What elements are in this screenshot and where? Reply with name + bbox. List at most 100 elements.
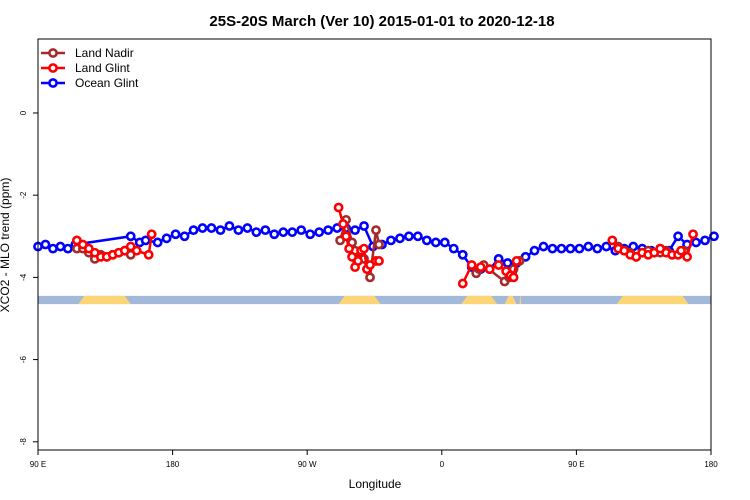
- data-point-ocean-glint: [457, 249, 468, 260]
- land-segment-0: [78, 295, 131, 305]
- data-point-ocean-glint: [403, 231, 414, 242]
- data-point-ocean-glint: [170, 229, 181, 240]
- data-point-ocean-glint: [251, 227, 262, 238]
- data-point-ocean-glint: [206, 223, 217, 233]
- data-point-ocean-glint: [395, 233, 405, 244]
- data-point-ocean-glint: [412, 231, 423, 242]
- data-point-ocean-glint: [140, 235, 151, 246]
- data-point-ocean-glint: [547, 243, 558, 254]
- legend-label-land-glint: Land Glint: [75, 61, 130, 75]
- data-point-ocean-glint: [215, 225, 226, 236]
- land-segment-3: [504, 295, 517, 305]
- y-tick-label: -2: [19, 191, 28, 199]
- x-tick-label: 180: [166, 460, 180, 469]
- data-point-land-glint: [493, 260, 504, 270]
- data-point-ocean-glint: [592, 243, 603, 254]
- y-axis-label: XCO2 - MLO trend (ppm): [0, 178, 12, 313]
- legend-marker-land-nadir: [48, 48, 58, 58]
- data-point-land-glint: [353, 256, 363, 266]
- data-point-ocean-glint: [574, 243, 585, 254]
- data-point-ocean-glint: [125, 231, 136, 242]
- y-tick-label: 0: [19, 110, 28, 115]
- data-point-ocean-glint: [583, 241, 594, 252]
- data-point-ocean-glint: [691, 237, 701, 248]
- data-point-ocean-glint: [63, 243, 73, 254]
- data-point-ocean-glint: [700, 235, 710, 246]
- land-segment-1: [338, 295, 381, 305]
- x-tick-label: 90 E: [568, 460, 584, 469]
- x-axis: 90 E 180 90 W 0 90 E 180: [30, 450, 718, 469]
- data-point-ocean-glint: [350, 225, 360, 236]
- data-point-land-glint: [676, 245, 686, 256]
- data-point-land-glint: [607, 235, 618, 246]
- land-segment-2: [461, 295, 498, 305]
- series-layer: [33, 202, 719, 289]
- data-point-ocean-glint: [296, 225, 307, 236]
- legend-marker-land-glint: [48, 63, 58, 73]
- data-point-land-glint: [466, 260, 477, 270]
- data-point-ocean-glint: [323, 225, 334, 236]
- plot-frame: [37, 38, 712, 451]
- data-point-ocean-glint: [430, 237, 441, 248]
- data-point-ocean-glint: [40, 239, 51, 250]
- legend-label-land-nadir: Land Nadir: [75, 46, 134, 60]
- data-point-ocean-glint: [386, 235, 396, 246]
- data-point-land-glint: [508, 272, 519, 283]
- data-point-ocean-glint: [448, 243, 459, 254]
- data-point-land-glint: [146, 229, 157, 240]
- data-point-land-glint: [511, 256, 522, 266]
- data-point-ocean-glint: [260, 225, 271, 236]
- data-point-land-glint: [143, 249, 154, 260]
- data-point-ocean-glint: [421, 235, 432, 246]
- data-point-ocean-glint: [709, 231, 719, 242]
- data-point-ocean-glint: [314, 227, 325, 238]
- data-point-land-glint: [344, 243, 354, 254]
- data-point-land-glint: [682, 251, 692, 262]
- data-point-ocean-glint: [197, 223, 208, 233]
- legend-label-ocean-glint: Ocean Glint: [75, 76, 139, 90]
- data-point-land-glint: [359, 243, 369, 254]
- data-point-land-glint: [688, 229, 698, 240]
- data-point-ocean-glint: [179, 231, 190, 242]
- data-point-ocean-glint: [359, 221, 369, 231]
- data-point-land-glint: [484, 264, 495, 275]
- series-land-glint: [71, 202, 698, 289]
- data-point-ocean-glint: [565, 243, 576, 254]
- data-point-land-glint: [131, 245, 142, 256]
- data-point-ocean-glint: [278, 227, 289, 238]
- data-point-ocean-glint: [439, 237, 450, 248]
- legend-marker-ocean-glint: [48, 78, 58, 88]
- land-ocean-band: [38, 295, 711, 305]
- land-segment-4: [519, 295, 522, 305]
- data-point-land-glint: [341, 231, 351, 242]
- x-tick-label: 90 W: [298, 460, 317, 469]
- data-point-ocean-glint: [529, 245, 540, 256]
- data-point-ocean-glint: [287, 227, 298, 238]
- data-point-ocean-glint: [269, 229, 280, 240]
- data-point-ocean-glint: [188, 225, 199, 236]
- y-tick-label: -4: [19, 273, 28, 281]
- data-point-land-glint: [338, 219, 348, 229]
- data-point-ocean-glint: [502, 258, 513, 268]
- data-point-land-glint: [475, 262, 486, 273]
- data-point-land-nadir: [365, 272, 375, 283]
- data-point-ocean-glint: [556, 243, 567, 254]
- data-point-ocean-glint: [48, 243, 58, 254]
- data-point-land-glint: [333, 202, 344, 213]
- data-point-ocean-glint: [242, 223, 253, 233]
- data-point-ocean-glint: [305, 229, 316, 240]
- x-axis-label: Longitude: [349, 477, 402, 491]
- x-tick-label: 0: [440, 460, 445, 469]
- x-tick-label: 180: [704, 460, 718, 469]
- data-point-land-nadir: [374, 239, 384, 250]
- data-point-ocean-glint: [161, 233, 172, 244]
- chart-title: 25S-20S March (Ver 10) 2015-01-01 to 202…: [209, 13, 554, 30]
- data-point-ocean-glint: [152, 237, 163, 248]
- data-point-ocean-glint: [538, 241, 549, 252]
- y-tick-label: -6: [19, 355, 28, 363]
- land-segment-5: [616, 295, 689, 305]
- y-axis: 0 -2 -4 -6 -8: [19, 110, 38, 445]
- y-tick-label: -8: [19, 438, 28, 446]
